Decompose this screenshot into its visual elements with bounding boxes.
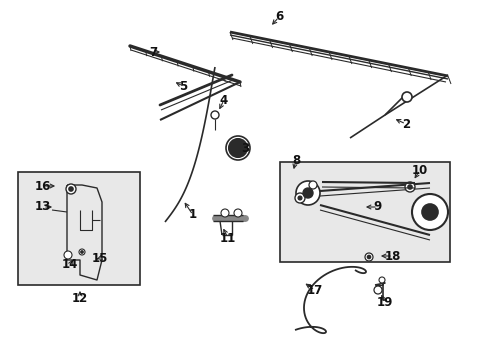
Circle shape xyxy=(373,286,381,294)
Text: 15: 15 xyxy=(92,252,108,265)
Text: 3: 3 xyxy=(241,143,248,156)
Text: 10: 10 xyxy=(411,163,427,176)
Circle shape xyxy=(69,187,73,191)
Circle shape xyxy=(221,209,228,217)
Circle shape xyxy=(378,277,384,283)
Circle shape xyxy=(364,253,372,261)
Text: 8: 8 xyxy=(291,153,300,166)
Circle shape xyxy=(79,249,85,255)
Text: 4: 4 xyxy=(220,94,228,107)
Circle shape xyxy=(404,182,414,192)
Circle shape xyxy=(308,181,316,189)
Text: 5: 5 xyxy=(179,80,187,93)
Text: 19: 19 xyxy=(376,297,392,310)
Text: 9: 9 xyxy=(373,201,381,213)
Text: 17: 17 xyxy=(306,284,323,297)
Circle shape xyxy=(297,196,302,200)
Circle shape xyxy=(294,193,305,203)
Text: 6: 6 xyxy=(274,10,283,23)
Text: 14: 14 xyxy=(61,258,78,271)
Text: 1: 1 xyxy=(188,208,197,221)
Circle shape xyxy=(401,92,411,102)
Circle shape xyxy=(64,251,72,259)
Circle shape xyxy=(295,181,319,205)
Circle shape xyxy=(407,185,411,189)
Circle shape xyxy=(210,111,219,119)
Text: 2: 2 xyxy=(401,117,409,130)
Text: 18: 18 xyxy=(384,249,400,262)
Text: 12: 12 xyxy=(72,292,88,305)
Circle shape xyxy=(228,139,246,157)
Circle shape xyxy=(81,251,83,253)
Bar xyxy=(280,162,449,262)
Bar xyxy=(18,172,140,285)
Circle shape xyxy=(225,136,249,160)
Text: 7: 7 xyxy=(149,45,157,58)
Text: 13: 13 xyxy=(35,201,51,213)
Circle shape xyxy=(367,256,370,258)
Circle shape xyxy=(303,188,312,198)
Circle shape xyxy=(421,204,437,220)
Circle shape xyxy=(234,209,242,217)
Circle shape xyxy=(66,184,76,194)
Text: 11: 11 xyxy=(220,231,236,244)
Text: 16: 16 xyxy=(35,180,51,193)
Circle shape xyxy=(411,194,447,230)
